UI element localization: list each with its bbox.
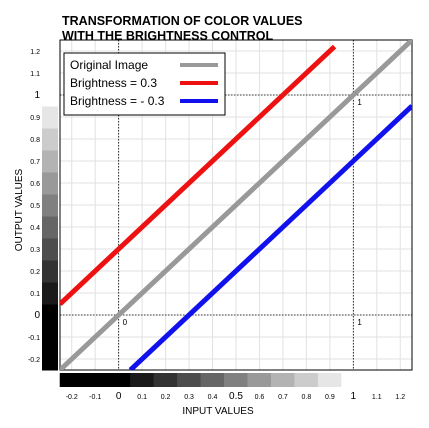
x-tick-label: 0.1 — [137, 394, 147, 401]
y-tick-label: 0 — [34, 310, 40, 321]
x-tick-label: -0.2 — [66, 394, 78, 401]
y-tick-labels: -0.2 -0.1 0 0.1 0.2 0.3 0.4 0.5 0.6 0.7 0.8 0.9 1 1.1… — [28, 49, 41, 364]
y-gray-swatch — [42, 215, 58, 239]
y-gray-scale-bar — [42, 39, 58, 371]
y-gray-swatch — [42, 303, 58, 327]
y-tick-label: 0.3 — [30, 247, 40, 254]
y-tick-label: 1 — [34, 90, 40, 101]
x-gray-scale-bar — [59, 373, 413, 387]
y-gray-swatch — [42, 39, 58, 63]
y-gray-swatch — [42, 193, 58, 217]
y-tick-label: 0.2 — [30, 269, 40, 276]
plot-border — [59, 39, 413, 371]
y-tick-label: 1.2 — [30, 49, 40, 56]
series-line-3 — [128, 104, 412, 370]
x-gray-swatch — [317, 373, 342, 387]
series-lines — [60, 40, 412, 370]
x-gray-swatch — [200, 373, 225, 387]
x-gray-swatch — [59, 373, 84, 387]
y-tick-label: 0.5 — [30, 203, 40, 210]
x-tick-label: 0.4 — [208, 394, 218, 401]
x-tick-label: -0.1 — [89, 394, 101, 401]
y-gray-swatch — [42, 171, 58, 195]
y-tick-label: 0.7 — [30, 159, 40, 166]
x-gray-swatch — [83, 373, 108, 387]
y-tick-label: 0.1 — [30, 291, 40, 298]
x-tick-label: 0.6 — [255, 394, 265, 401]
x-tick-label: 0.2 — [161, 394, 171, 401]
x-axis-label: INPUT VALUES — [182, 406, 254, 417]
series-line-2 — [60, 44, 337, 306]
y-tick-label: -0.2 — [28, 357, 40, 364]
x-tick-label: 1 — [351, 391, 357, 402]
chart-title-line-1: TRANSFORMATION OF COLOR VALUES — [62, 14, 303, 28]
x-tick-labels: -0.2 -0.1 0 0.1 0.2 0.3 0.4 0.5 0.6 0.7 0.8 0.9 1 1.1… — [66, 391, 406, 402]
x-gray-swatch — [341, 373, 366, 387]
y-gray-swatch — [42, 259, 58, 283]
y-gray-swatch — [42, 281, 58, 305]
y-axis-label: OUTPUT VALUES — [14, 168, 25, 251]
x-gray-swatch — [294, 373, 319, 387]
x-tick-label: 1.1 — [372, 394, 382, 401]
y-tick-label: 0.9 — [30, 115, 40, 122]
corner-label: 1 — [357, 98, 362, 107]
x-tick-label: 0.8 — [302, 394, 312, 401]
y-tick-label: 0.4 — [30, 225, 40, 232]
legend: Original Image Brightness = 0.3 Brightness… — [63, 52, 226, 116]
x-gray-swatch — [388, 373, 413, 387]
series-line-1 — [60, 40, 412, 370]
x-gray-swatch — [270, 373, 295, 387]
x-gray-swatch — [224, 373, 248, 387]
y-gray-swatch — [42, 83, 58, 107]
x-gray-swatch — [106, 373, 131, 387]
x-tick-label: 0.3 — [184, 394, 194, 401]
corner-labels: 0 1 1 — [123, 98, 363, 327]
y-tick-label: 0.8 — [30, 137, 40, 144]
x-gray-swatch — [177, 373, 202, 387]
y-tick-label: -0.1 — [28, 335, 40, 342]
y-gray-swatch — [42, 325, 58, 349]
x-tick-label: 0 — [116, 391, 122, 402]
x-gray-swatch — [364, 373, 389, 387]
legend-label: Original Image — [70, 58, 148, 72]
x-tick-label: 0.5 — [229, 391, 243, 402]
x-gray-swatch — [247, 373, 272, 387]
y-gray-swatch — [42, 149, 58, 173]
y-gray-swatch — [42, 105, 58, 129]
y-gray-swatch — [42, 127, 58, 151]
y-gray-swatch — [42, 347, 58, 371]
x-gray-swatch — [130, 373, 155, 387]
legend-label: Brightness = 0.3 — [70, 76, 157, 90]
legend-label: Brightness = - 0.3 — [70, 94, 165, 108]
x-gray-swatch — [153, 373, 178, 387]
y-tick-label: 0.6 — [30, 181, 40, 188]
x-tick-label: 0.7 — [278, 394, 288, 401]
corner-label: 0 — [123, 318, 128, 327]
x-tick-label: 0.9 — [325, 394, 335, 401]
x-tick-label: 1.2 — [395, 394, 405, 401]
y-gray-swatch — [42, 237, 58, 261]
corner-label: 1 — [357, 318, 362, 327]
y-gray-swatch — [42, 61, 58, 85]
y-tick-label: 1.1 — [30, 71, 40, 78]
